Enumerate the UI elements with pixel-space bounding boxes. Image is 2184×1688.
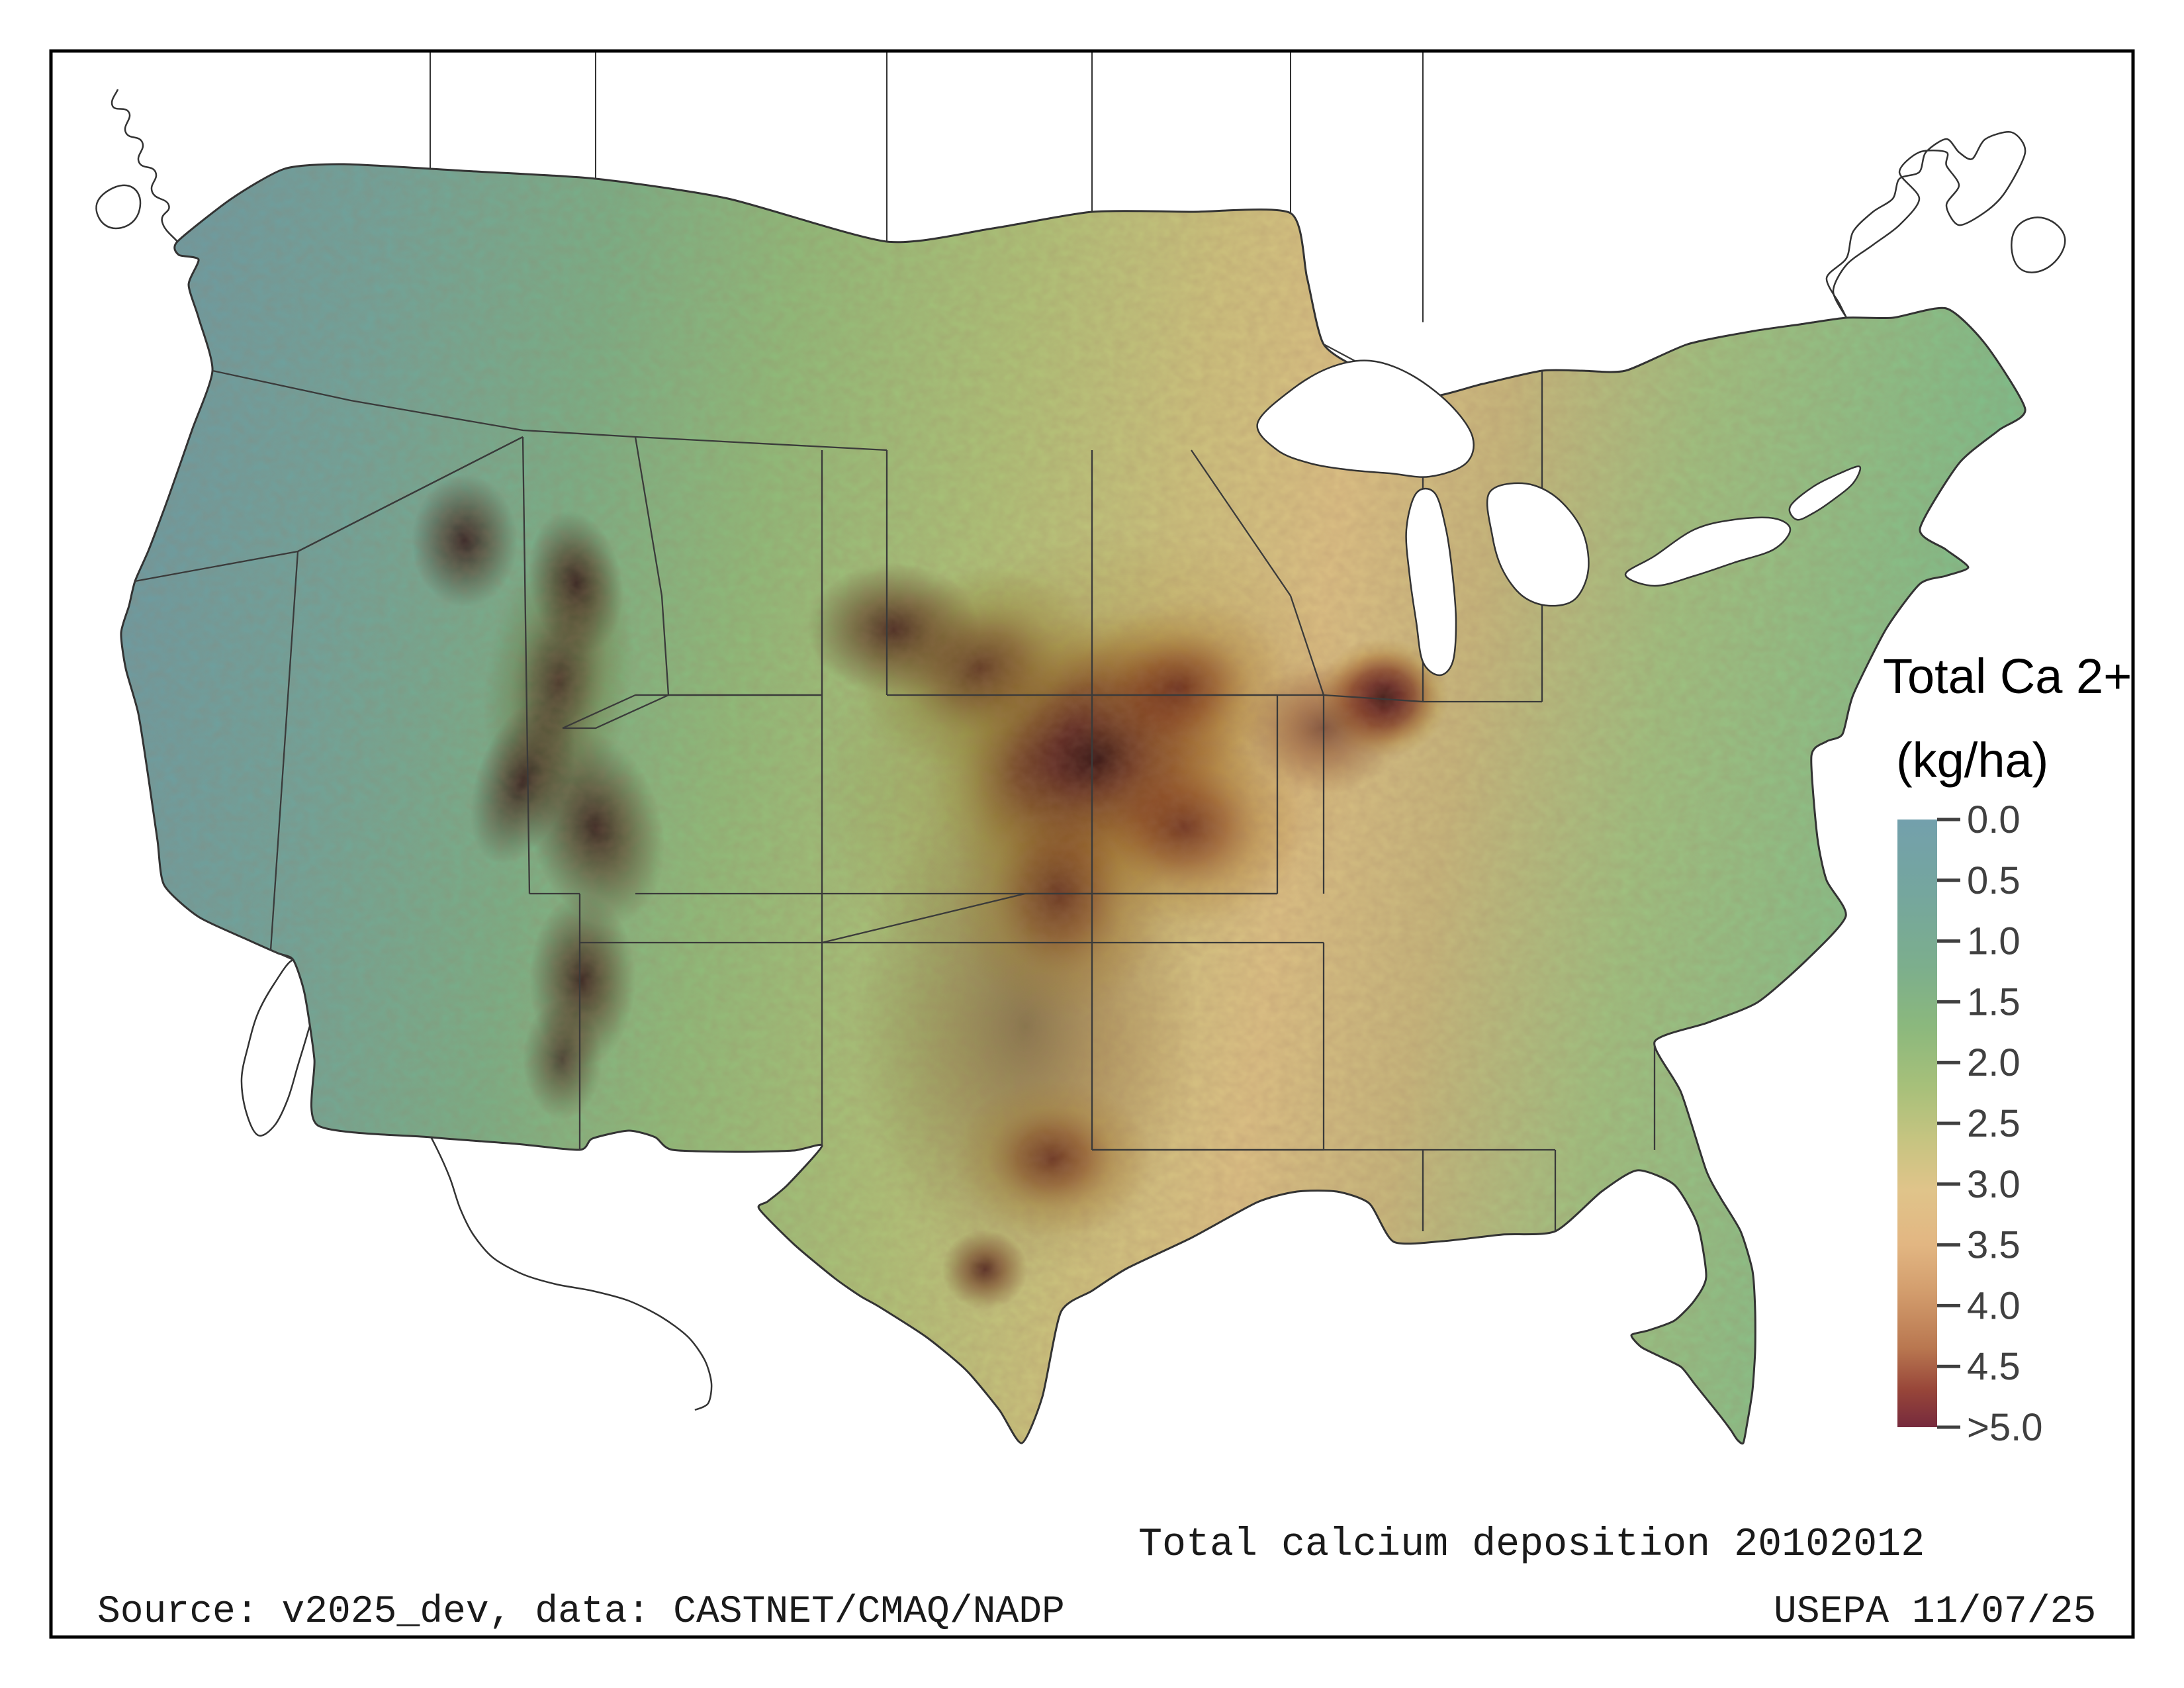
svg-text:3.0: 3.0 [1967, 1163, 2021, 1206]
svg-text:Source: v2025_dev, data: CASTN: Source: v2025_dev, data: CASTNET/CMAQ/NA… [97, 1591, 1065, 1634]
svg-text:0.0: 0.0 [1967, 798, 2021, 841]
svg-text:2.5: 2.5 [1967, 1102, 2021, 1145]
svg-text:USEPA 11/07/25: USEPA 11/07/25 [1774, 1591, 2096, 1634]
svg-text:Total Ca 2+: Total Ca 2+ [1883, 649, 2132, 704]
svg-text:1.5: 1.5 [1967, 980, 2021, 1023]
svg-text:(kg/ha): (kg/ha) [1896, 733, 2048, 788]
svg-text:4.5: 4.5 [1967, 1345, 2021, 1388]
svg-text:1.0: 1.0 [1967, 920, 2021, 963]
svg-text:Total calcium deposition 20102: Total calcium deposition 20102012 [1138, 1523, 1925, 1568]
svg-text:4.0: 4.0 [1967, 1284, 2021, 1327]
svg-text:>5.0: >5.0 [1967, 1406, 2043, 1449]
svg-text:2.0: 2.0 [1967, 1041, 2021, 1084]
svg-text:0.5: 0.5 [1967, 859, 2021, 902]
svg-text:3.5: 3.5 [1967, 1224, 2021, 1267]
